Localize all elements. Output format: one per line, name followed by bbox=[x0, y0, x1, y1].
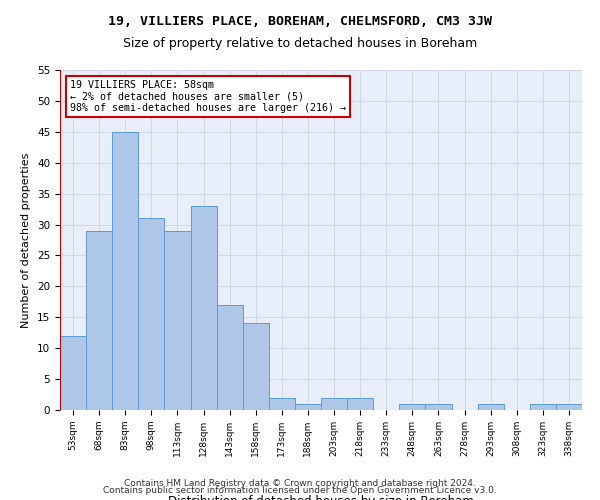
Bar bbox=[217, 305, 243, 410]
Text: 19 VILLIERS PLACE: 58sqm
← 2% of detached houses are smaller (5)
98% of semi-det: 19 VILLIERS PLACE: 58sqm ← 2% of detache… bbox=[70, 80, 346, 114]
Bar bbox=[478, 404, 504, 410]
Bar bbox=[164, 230, 191, 410]
Bar bbox=[425, 404, 452, 410]
Bar bbox=[556, 404, 582, 410]
Bar bbox=[400, 404, 425, 410]
Bar bbox=[321, 398, 347, 410]
Bar bbox=[242, 324, 269, 410]
Y-axis label: Number of detached properties: Number of detached properties bbox=[22, 152, 31, 328]
Text: Contains HM Land Registry data © Crown copyright and database right 2024.: Contains HM Land Registry data © Crown c… bbox=[124, 478, 476, 488]
Bar bbox=[530, 404, 556, 410]
Bar bbox=[295, 404, 321, 410]
Bar bbox=[86, 230, 112, 410]
Bar bbox=[60, 336, 86, 410]
Text: 19, VILLIERS PLACE, BOREHAM, CHELMSFORD, CM3 3JW: 19, VILLIERS PLACE, BOREHAM, CHELMSFORD,… bbox=[108, 15, 492, 28]
Bar bbox=[269, 398, 295, 410]
X-axis label: Distribution of detached houses by size in Boreham: Distribution of detached houses by size … bbox=[168, 495, 474, 500]
Bar bbox=[347, 398, 373, 410]
Bar bbox=[191, 206, 217, 410]
Bar bbox=[139, 218, 164, 410]
Text: Contains public sector information licensed under the Open Government Licence v3: Contains public sector information licen… bbox=[103, 486, 497, 495]
Text: Size of property relative to detached houses in Boreham: Size of property relative to detached ho… bbox=[123, 38, 477, 51]
Bar bbox=[112, 132, 139, 410]
